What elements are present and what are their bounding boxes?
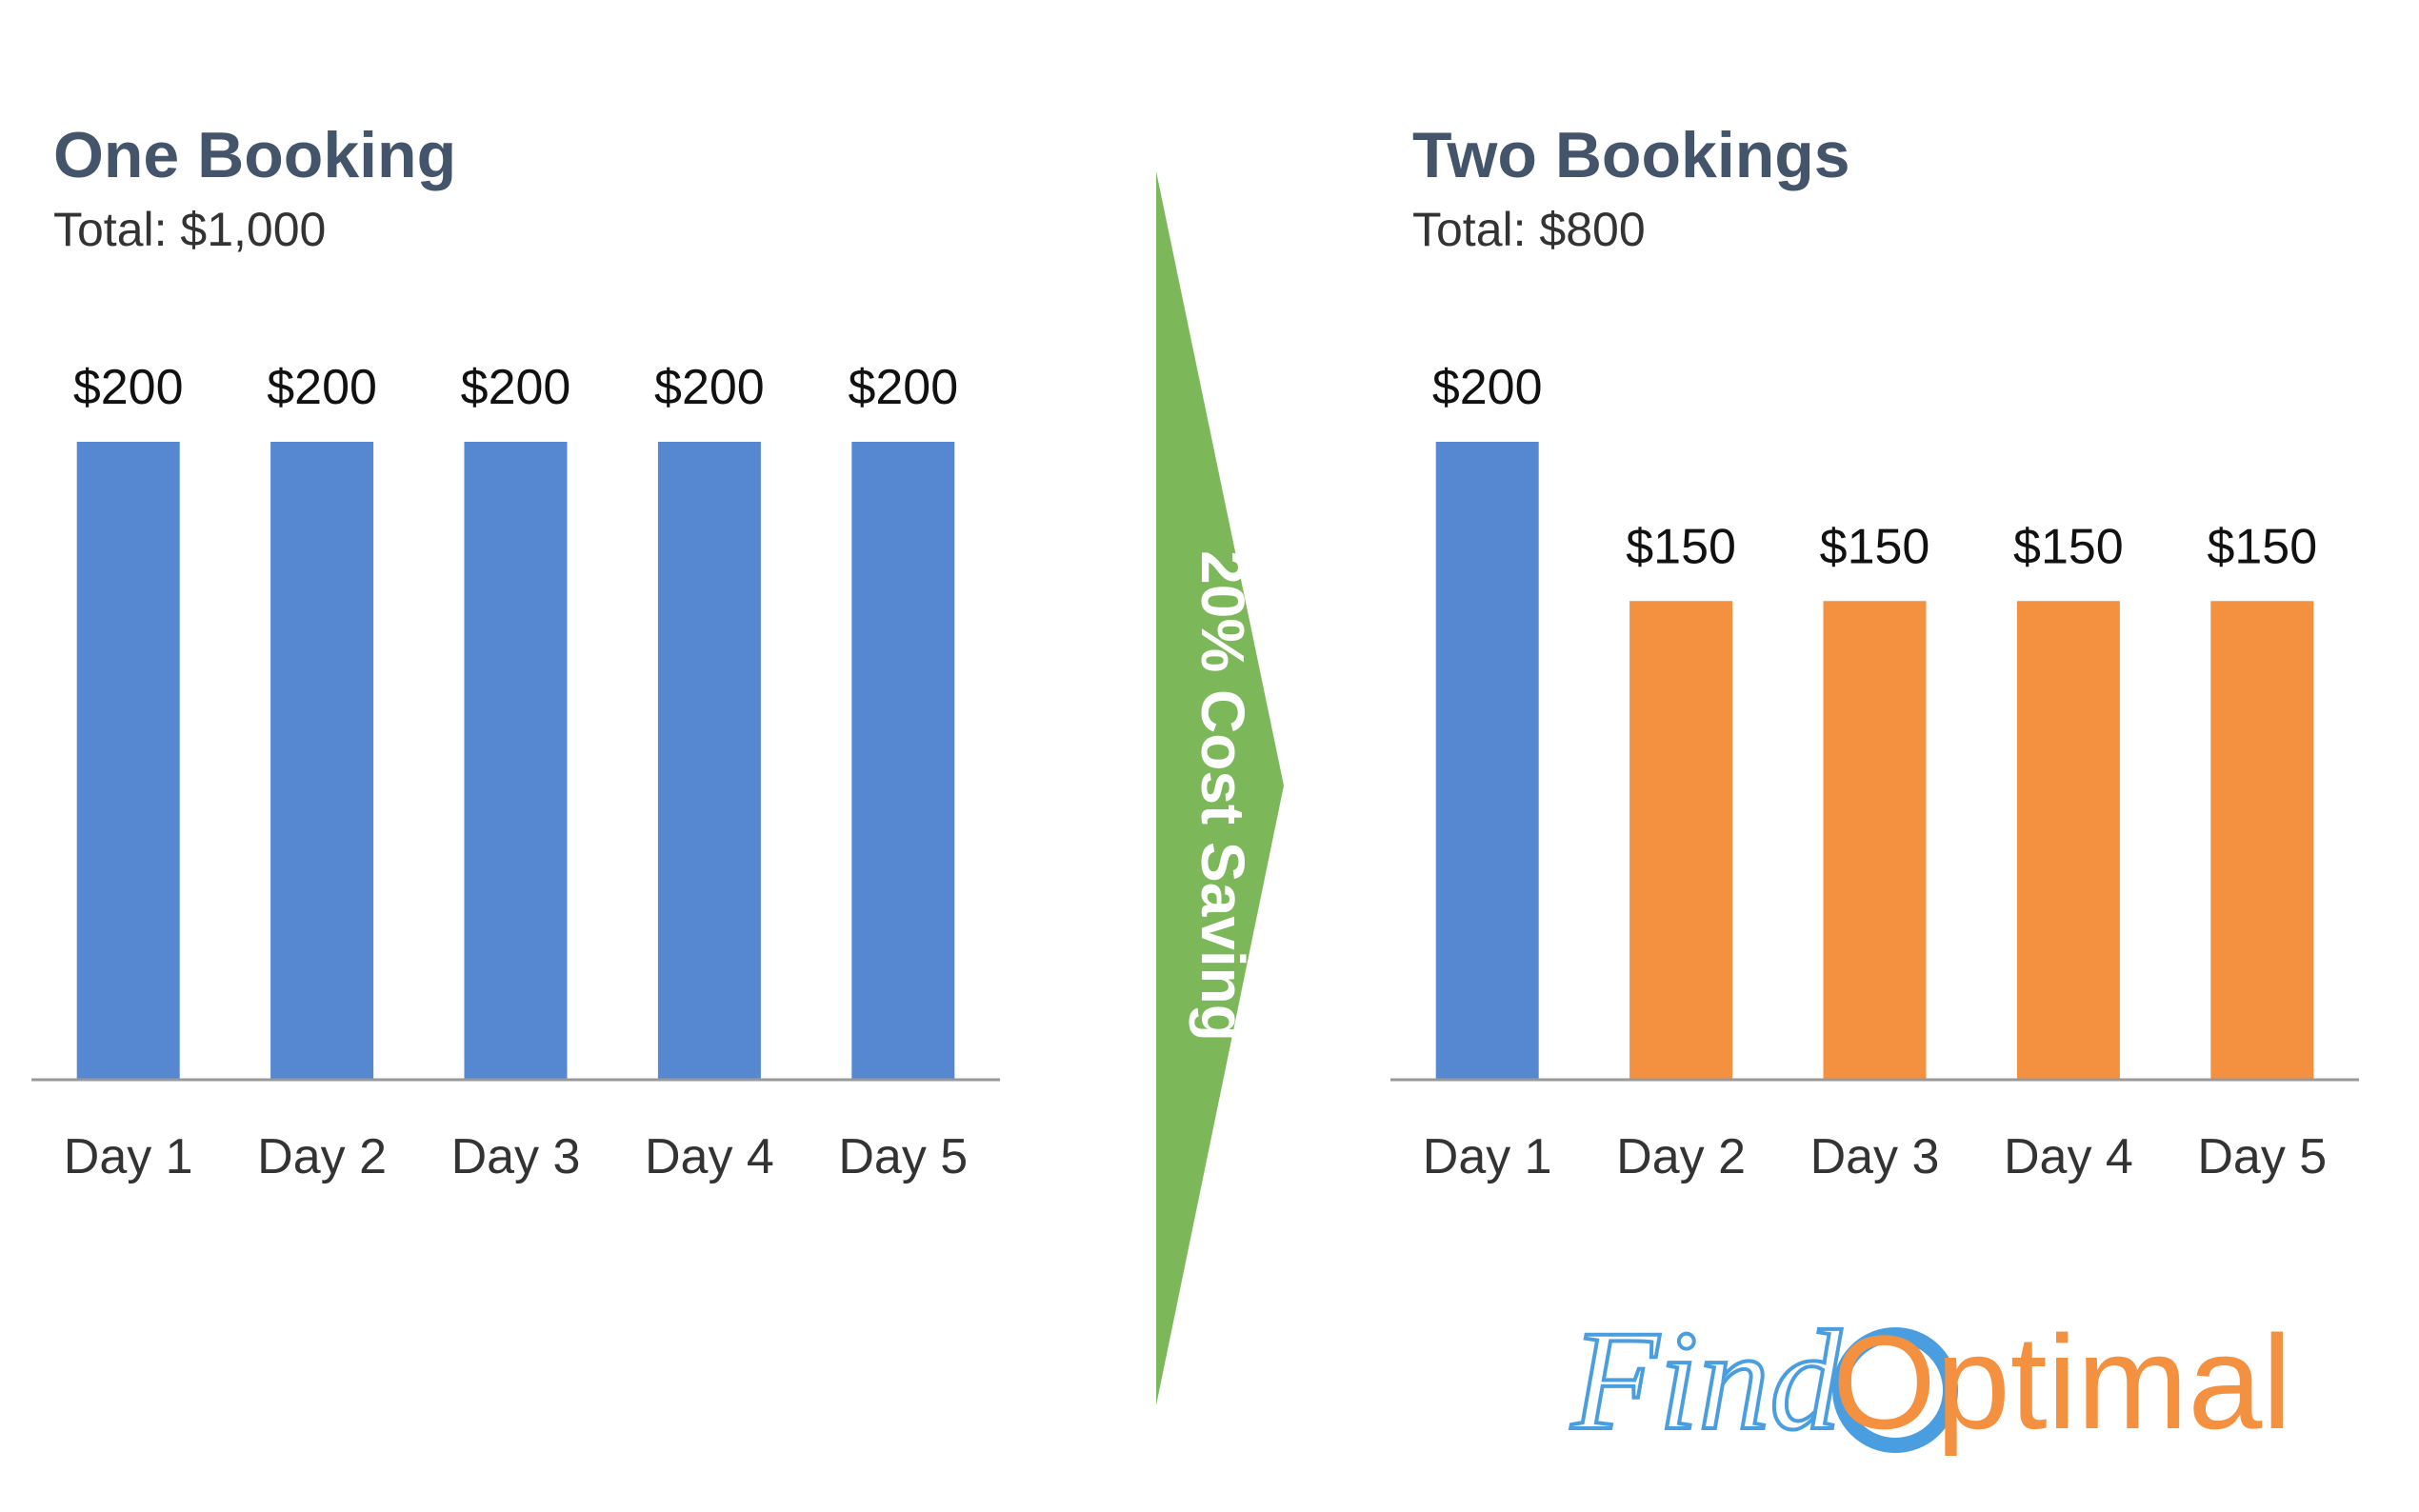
x-tick-label: Day 1 [64,1129,193,1184]
bar [464,442,568,1079]
x-tick-label: Day 4 [2004,1129,2133,1184]
x-tick-label: Day 3 [451,1129,581,1184]
logo-word: Optimal [1832,1307,2291,1457]
value-label: $150 [1820,519,1930,574]
logo-script: Find [1570,1302,1842,1460]
value-label: $150 [2207,519,2317,574]
bar [2210,601,2314,1079]
bar [1435,442,1539,1079]
value-label: $200 [1432,360,1543,415]
bar [76,442,180,1079]
bar [1629,601,1733,1079]
value-label: $150 [2013,519,2124,574]
value-label: $200 [654,360,765,415]
chart-title: Two Bookings [1412,119,1850,191]
x-tick-label: Day 5 [838,1129,968,1184]
bar [657,442,761,1079]
value-label: $200 [73,360,184,415]
bar [270,442,374,1079]
chart-title: One Booking [53,119,456,191]
bar [2016,601,2120,1079]
x-tick-label: Day 1 [1423,1129,1552,1184]
logo-ring [1832,1327,1958,1453]
value-label: $200 [848,360,958,415]
value-label: $200 [461,360,571,415]
value-label: $200 [267,360,377,415]
bar [851,442,955,1079]
x-tick-label: Day 5 [2197,1129,2327,1184]
chart-subtitle: Total: $800 [1412,203,1646,256]
chart-subtitle: Total: $1,000 [53,203,326,256]
value-label: $150 [1626,519,1736,574]
x-tick-label: Day 2 [257,1129,387,1184]
x-tick-label: Day 2 [1616,1129,1746,1184]
annotation: 20% Cost Saving [1189,550,1257,1042]
x-tick-label: Day 3 [1810,1129,1940,1184]
x-tick-label: Day 4 [645,1129,774,1184]
saving-arrow [1156,171,1284,1405]
bar [1823,601,1927,1079]
